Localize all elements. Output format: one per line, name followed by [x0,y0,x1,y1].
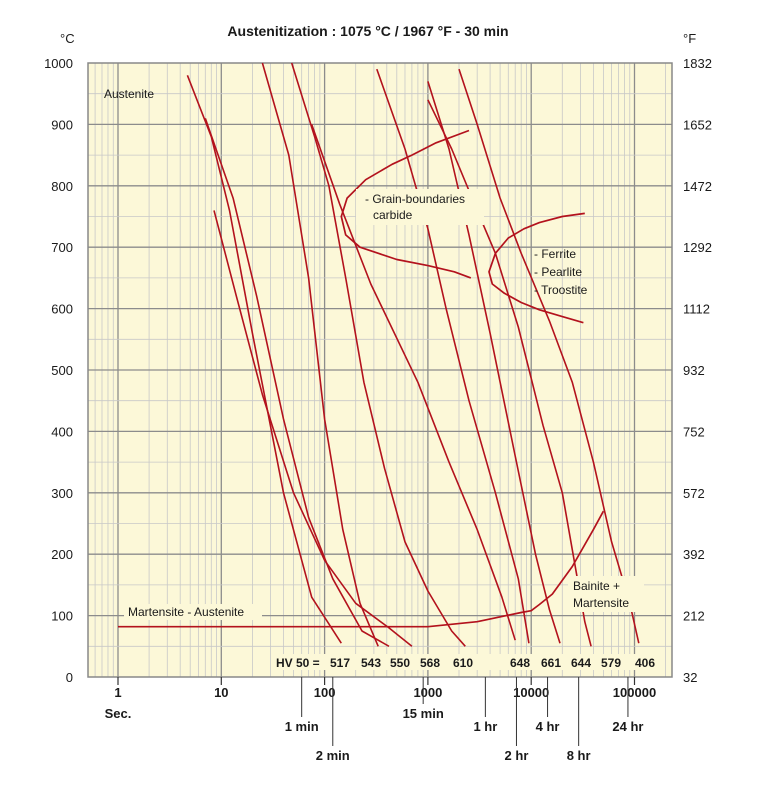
x-axis: 1 10 100 1000 10000 100000 Sec. 1 min 2 min 15 mi… [105,677,656,763]
y-tick-label-f: 1832 [683,56,712,71]
y-axis: 0 100 200 300 400 500 600 700 800 900 1000 32 212 392… [44,56,712,685]
y-tick-label-f: 932 [683,363,705,378]
y-tick-label-f: 752 [683,424,705,439]
region-austenite: Austenite [104,87,154,101]
cooling-curve-648 [310,124,516,641]
hardness-value: 406 [635,656,655,670]
y-tick-label-c: 700 [51,240,73,255]
region-pearlite: - Pearlite [534,265,582,279]
y-tick-label-f: 392 [683,547,705,562]
y-tick-label-c: 300 [51,486,73,501]
grain-label-bg [356,189,484,225]
cooling-curve-644 [427,81,561,644]
cooling-curve-406 [458,68,640,644]
x-tick-label: 10000 [513,685,549,700]
region-martensite: Martensite [573,596,629,610]
boundary-2 [118,510,605,628]
hardness-value: 648 [510,656,530,670]
y-tick-label-c: 900 [51,117,73,132]
hardness-value: 579 [601,656,621,670]
hardness-value: 517 [330,656,350,670]
y-tick-label-f: 572 [683,486,705,501]
y-tick-label-c: 100 [51,609,73,624]
x-unit-label: Sec. [105,706,132,721]
boundary-0 [340,129,472,279]
hardness-value: 610 [453,656,473,670]
martensite-austenite-label-bg [124,604,262,620]
y-tick-label-f: 32 [683,670,697,685]
time-marker-label: 24 hr [612,719,643,734]
time-marker-label: 1 min [285,719,319,734]
region-bainite: Bainite + [573,579,620,593]
region-martensite-austenite: Martensite - Austenite [128,605,244,619]
y-tick-label-f: 1652 [683,117,712,132]
time-marker-label: 15 min [403,706,444,721]
time-marker-label: 2 min [316,748,350,763]
cooling-curve-543 [261,62,379,647]
cooling-curve-550 [204,118,390,647]
hardness-value: 644 [571,656,591,670]
time-marker-label: 2 hr [505,748,529,763]
hardness-label-bg [272,654,662,670]
time-marker-label: 1 hr [473,719,497,734]
hardness-value: 568 [420,656,440,670]
grid [88,63,672,677]
x-tick-label: 1 [114,685,121,700]
y-tick-label-f: 1112 [683,302,710,317]
bainite-label-bg [568,576,644,612]
hardness-values: 517 543 550 568 610 648 661 644 579 406 [330,656,655,670]
y-tick-label-c: 200 [51,547,73,562]
y-left-unit: °C [60,31,75,46]
region-carbide: carbide [373,208,413,222]
boundary-1 [488,212,585,324]
time-marker-label: 8 hr [567,748,591,763]
y-tick-label-f: 1472 [683,179,712,194]
cooling-curve-568 [213,210,413,647]
x-tick-label: 10 [214,685,228,700]
y-tick-label-c: 500 [51,363,73,378]
time-marker-label: 4 hr [536,719,560,734]
chart-title: Austenitization : 1075 °C / 1967 °F - 30… [227,23,508,39]
region-ferrite: - Ferrite [534,247,576,261]
y-tick-label-c: 0 [66,670,73,685]
y-tick-label-c: 400 [51,424,73,439]
y-tick-label-c: 1000 [44,56,73,71]
x-tick-label: 100 [314,685,336,700]
x-tick-label: 1000 [413,685,442,700]
cooling-curve-610 [290,62,466,647]
y-tick-label-c: 600 [51,302,73,317]
hardness-value: 550 [390,656,410,670]
region-grain-boundaries: - Grain-boundaries [365,192,465,206]
transformation-boundaries [118,129,605,628]
hardness-value: 661 [541,656,561,670]
region-troostite: - Troostite [534,283,588,297]
plot-frame [87,62,673,678]
cooling-curve-661 [376,68,530,644]
hardness-value: 543 [361,656,381,670]
x-tick-label: 100000 [613,685,656,700]
y-tick-label-f: 212 [683,609,705,624]
y-right-unit: °F [683,31,696,46]
y-tick-label-f: 1292 [683,240,712,255]
hardness-prefix: HV 50 = [276,656,320,670]
y-tick-label-c: 800 [51,179,73,194]
